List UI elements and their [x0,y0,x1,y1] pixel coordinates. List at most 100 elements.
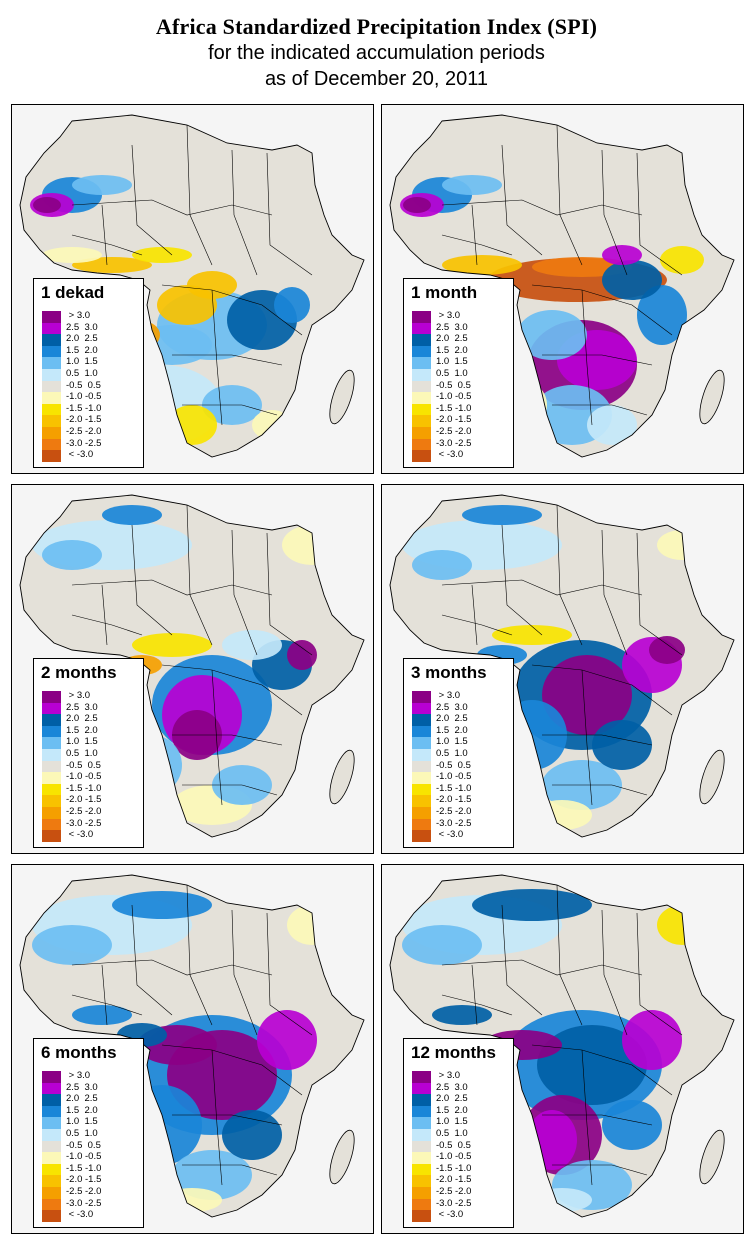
legend-label: 1.0 1.5 [66,356,98,368]
spi-anomaly-region [602,245,642,265]
madagascar [329,369,355,425]
legend-swatch [412,403,431,416]
legend-label: > 3.0 [66,310,91,321]
spi-anomaly-region [649,636,685,664]
legend-swatch [42,737,61,749]
country-border [71,614,143,636]
country-border [471,964,478,1026]
spi-anomaly-region [132,325,212,365]
legend-swatch [412,392,431,404]
legend-label: -2.5 -2.0 [436,805,472,817]
country-border [101,204,108,266]
legend-swatch [412,1094,431,1106]
spi-anomaly-region [602,1100,662,1150]
country-border [71,579,273,596]
legend-label: 0.5 1.0 [436,1127,468,1139]
legend-swatch [42,380,61,393]
country-border [531,284,673,336]
legend-swatch [412,1186,431,1199]
spi-anomaly-region [257,1010,317,1070]
legend: 12 months > 3.0 2.5 3.0 2.0 2.5 1.5 2.0 1.0 … [403,1038,514,1228]
legend-swatch [412,334,431,346]
legend-label: -2.5 -2.0 [66,425,102,437]
spi-anomaly-region [472,889,592,921]
legend-swatch [42,702,61,715]
country-border [161,284,303,336]
legend-swatch [42,760,61,773]
legend-label: -1.5 -1.0 [66,1162,102,1174]
legend-swatch [42,725,61,738]
legend-swatch [42,1175,61,1187]
legend-label: -1.0 -0.5 [66,1151,102,1163]
legend-swatch [42,1117,61,1129]
legend-swatch [412,1105,431,1118]
country-border [636,912,683,1036]
legend-label: -3.0 -2.5 [436,817,472,829]
country-border [581,1049,593,1186]
spi-anomaly-region [187,271,237,299]
page-title: Africa Standardized Precipitation Index … [155,14,598,39]
country-border [231,529,258,656]
spi-anomaly-region [542,655,632,735]
country-border [581,289,593,426]
legend-swatch [42,691,61,703]
country-border [172,1114,283,1126]
legend-label: > 3.0 [436,1070,461,1081]
legend-label: -0.5 0.5 [436,1139,471,1151]
legend-swatch [412,760,431,773]
spi-anomaly-region [657,905,707,945]
legend-label: -1.0 -0.5 [66,771,102,783]
legend-label: -0.5 0.5 [436,759,471,771]
spi-anomaly-region [162,1188,222,1212]
legend-label: < -3.0 [436,449,464,461]
legend-swatch [412,1163,431,1176]
spi-anomaly-region [282,525,342,565]
legend-label: 1.5 2.0 [66,1104,98,1116]
legend-label: -1.0 -0.5 [436,771,472,783]
legend: 3 months > 3.0 2.5 3.0 2.0 2.5 1.5 2.0 1.0 1… [403,658,514,848]
legend-label: -2.0 -1.5 [66,794,102,806]
legend-label: -2.5 -2.0 [436,1185,472,1197]
legend-label: -2.0 -1.5 [66,414,102,426]
country-border [172,734,283,746]
country-border [601,529,628,656]
legend-label: < -3.0 [66,829,94,841]
country-border [471,204,478,266]
country-border [161,1044,303,1096]
legend-swatch [412,368,431,381]
country-border [186,124,213,266]
legend-swatch [412,345,431,358]
legend-swatch [42,368,61,381]
legend: 1 dekad > 3.0 2.5 3.0 2.0 2.5 1.5 2.0 1.0 1.… [33,278,144,468]
country-border [601,909,628,1036]
legend-swatch [412,438,431,451]
legend-swatch [412,1082,431,1095]
legend-label: < -3.0 [66,1209,94,1221]
legend-swatch [412,691,431,703]
legend-swatch [42,322,61,335]
legend-label: -2.0 -1.5 [436,794,472,806]
legend-swatch [42,1082,61,1095]
spi-anomaly-region [692,115,732,127]
spi-anomaly-region [72,1005,132,1025]
legend: 2 months > 3.0 2.5 3.0 2.0 2.5 1.5 2.0 1.0 1… [33,658,144,848]
africa-map [19,114,365,458]
legend-swatch [412,783,431,796]
accumulation-period-label: 3 months [411,663,487,682]
legend-label: -1.5 -1.0 [436,1162,472,1174]
legend-label: 1.0 1.5 [436,736,468,748]
country-border [501,524,543,636]
spi-anomaly-region [587,405,637,445]
legend-swatch [412,1128,431,1141]
country-border [552,404,648,416]
spi-anomaly-region [112,891,212,919]
header: Africa Standardized Precipitation Index … [0,0,753,104]
legend-swatch [412,725,431,738]
legend-swatch [412,1210,431,1222]
legend-swatch [42,1105,61,1118]
country-border [71,199,273,216]
spi-anomaly-region [492,625,572,645]
legend-label: -3.0 -2.5 [66,437,102,449]
country-border [542,734,653,746]
madagascar [699,1129,725,1185]
